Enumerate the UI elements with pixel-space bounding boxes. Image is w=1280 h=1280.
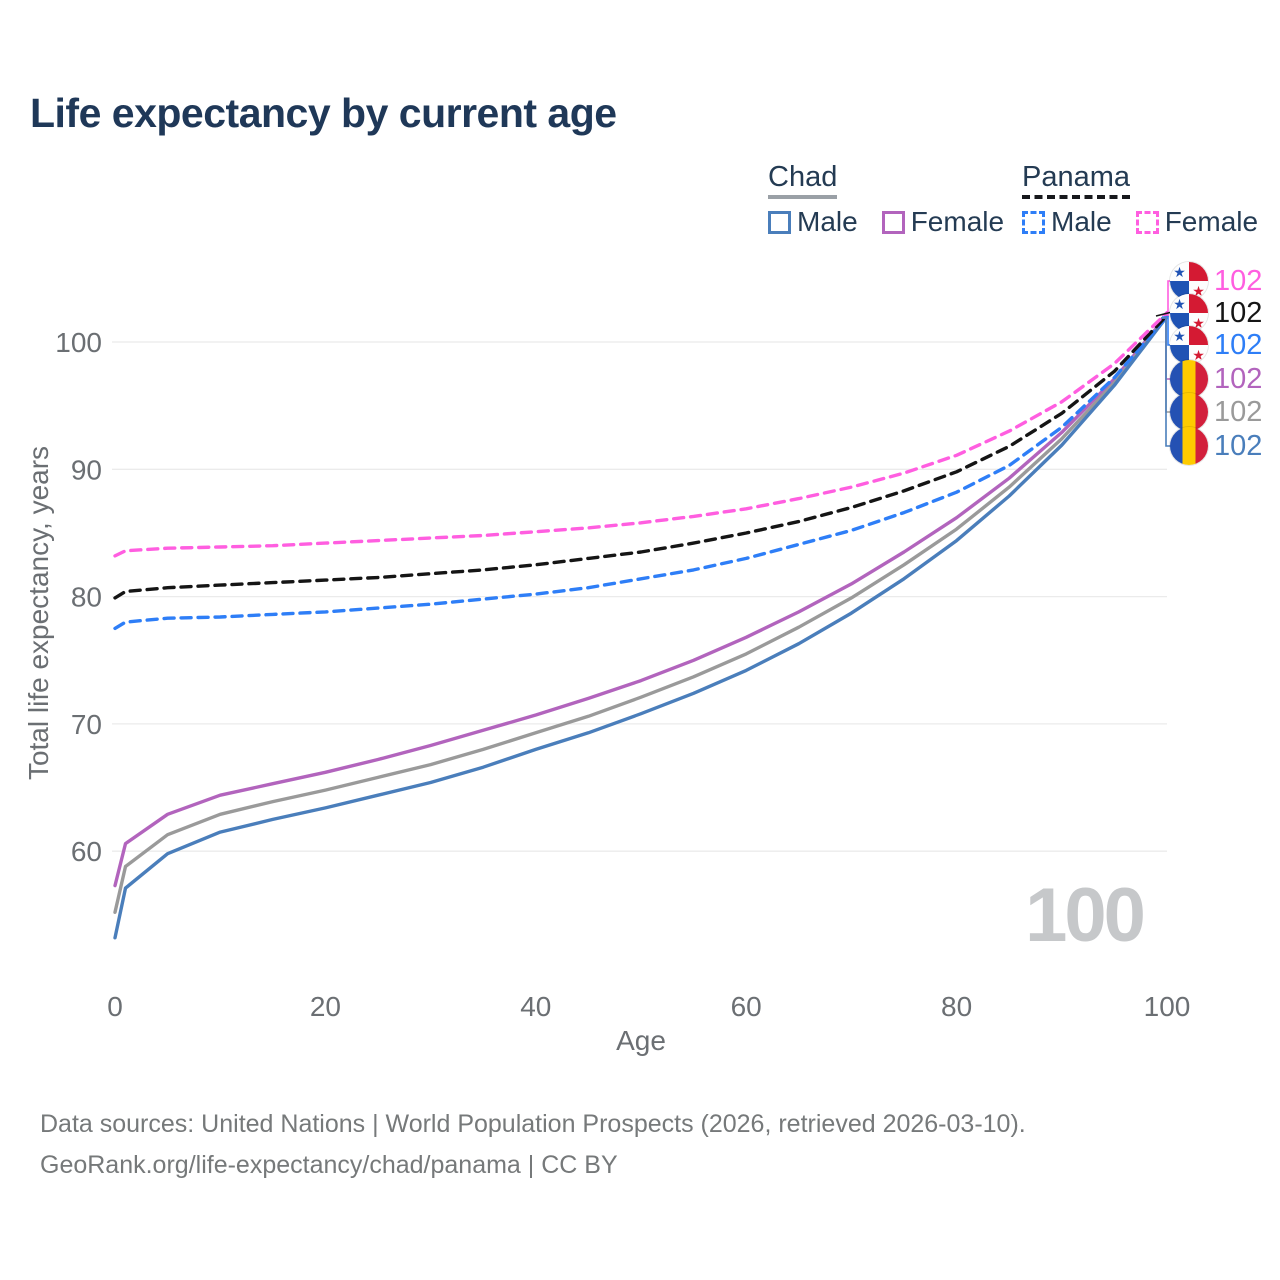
y-tick-label-90: 90 [71,454,102,485]
page-title: Life expectancy by current age [30,90,617,136]
series-line-chad-female [113,313,1169,888]
y-tick-label-60: 60 [71,836,102,867]
footer-url: GeoRank.org/life-expectancy/chad/panama … [40,1151,618,1179]
legend-label: Female [1164,206,1259,237]
legend-item-panama-female[interactable]: Female [1135,206,1259,238]
footer-data-sources: Data sources: United Nations | World Pop… [40,1110,1026,1138]
x-tick-label-0: 0 [107,991,123,1022]
x-tick-label-20: 20 [310,991,341,1022]
series-line-chad-both-sexes [113,314,1169,914]
y-tick-label-80: 80 [71,582,102,613]
x-axis-title: Age [616,1025,666,1056]
end-value: 102 [1214,396,1263,428]
end-value: 102 [1214,297,1263,329]
x-tick-label-40: 40 [520,991,551,1022]
legend-group-chad: Chad Male Female [768,161,1004,238]
x-tick-label-60: 60 [731,991,762,1022]
legend-country-panama[interactable]: Panama [1022,161,1131,199]
series-line-panama-female [113,311,1169,558]
chad-female-swatch-icon [881,210,905,234]
chad-male-swatch-icon [768,210,791,234]
age-counter: 100 [1025,873,1146,958]
panama-female-swatch-icon [1135,210,1159,234]
x-tick-label-100: 100 [1144,991,1191,1022]
series-line-panama-male [113,314,1169,631]
end-label-chad-male[interactable]: 102 [1170,427,1262,465]
chad-flag-icon [1170,360,1208,398]
chad-flag-icon [1170,393,1208,431]
panama-flag-icon: ★ ★ [1170,326,1208,364]
end-value: 102 [1214,430,1263,462]
end-value: 102 [1214,265,1263,297]
legend-item-chad-female[interactable]: Female [881,206,1005,238]
end-label-chad-female[interactable]: 102 [1170,360,1262,398]
series-line-chad-male [113,314,1169,940]
chad-flag-icon [1170,427,1208,465]
x-tick-label-80: 80 [941,991,972,1022]
end-label-panama-male[interactable]: ★ ★ 102 [1170,326,1262,364]
legend-item-panama-male[interactable]: Male [1022,206,1112,238]
legend-item-chad-male[interactable]: Male [768,206,858,238]
end-label-chad-both[interactable]: 102 [1170,393,1262,431]
end-value: 102 [1214,363,1263,395]
panama-male-swatch-icon [1022,210,1045,234]
legend-label: Female [910,206,1005,237]
legend-label: Male [797,206,858,237]
y-tick-label-100: 100 [55,327,102,358]
end-value: 102 [1214,329,1263,361]
legend-label: Male [1051,206,1112,237]
series-line-panama-both-sexes [113,313,1169,600]
y-axis-title: Total life expectancy, years [23,446,54,780]
legend-country-chad[interactable]: Chad [768,161,838,199]
legend-group-panama: Panama Male Female [1022,161,1258,238]
y-tick-label-70: 70 [71,709,102,740]
